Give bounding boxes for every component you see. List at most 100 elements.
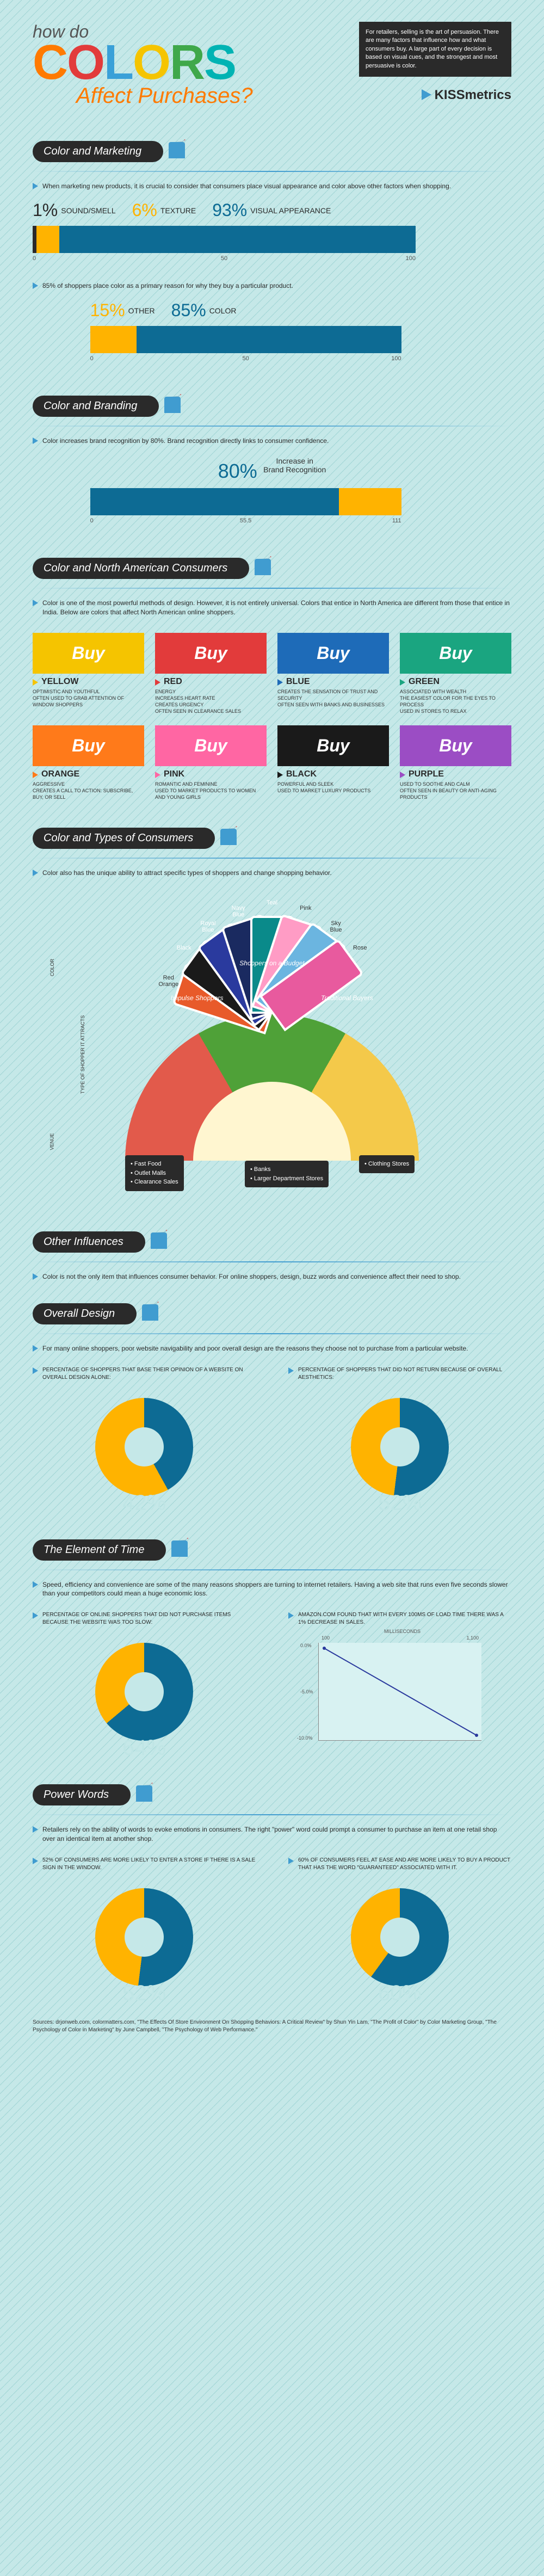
bar3-axis: 055.5111 xyxy=(90,517,401,525)
fan-chart: RedOrangeBlackRoyalBlueNavyBlueTealPinkS… xyxy=(65,899,479,1199)
arrow-icon xyxy=(33,1345,38,1352)
bar-segment xyxy=(59,226,416,253)
arrow-icon xyxy=(33,1581,38,1588)
arrow-icon xyxy=(288,1858,294,1864)
buy-box: Buy xyxy=(400,633,511,674)
divider xyxy=(33,1333,511,1334)
buy-box: Buy xyxy=(33,725,144,766)
donut-pct: 60% xyxy=(378,1981,422,2006)
shopper-type-label: Shoppers on a Budget xyxy=(239,959,304,967)
side-label: VENUE xyxy=(50,1133,55,1150)
infographic-root: how do COLORS Affect Purchases? For reta… xyxy=(0,0,544,2056)
pct-label: 1%SOUND/SMELL xyxy=(33,200,116,220)
divider xyxy=(33,1569,511,1570)
arrow-icon xyxy=(33,1273,38,1280)
bar-segment xyxy=(36,226,59,253)
desc-text: 85% of shoppers place color as a primary… xyxy=(42,281,293,291)
stat-pct: 80% xyxy=(218,460,257,482)
title-letter: R xyxy=(170,42,203,84)
venue-box: • Fast Food• Outlet Malls• Clearance Sal… xyxy=(125,1155,184,1191)
section-desc: Color also has the unique ability to att… xyxy=(33,866,511,883)
header-blurb: For retailers, selling is the art of per… xyxy=(359,22,511,77)
cart-icon: 🛒 xyxy=(256,556,270,569)
bar-segment xyxy=(90,488,339,515)
arrow-icon xyxy=(400,679,405,686)
desc-text: For many online shoppers, poor website n… xyxy=(42,1344,468,1353)
bar2-axis: 050100 xyxy=(90,355,401,363)
section-title: Color and Branding xyxy=(44,400,137,412)
color-name: RED xyxy=(155,677,267,687)
venue-box: • Banks• Larger Department Stores xyxy=(245,1161,329,1187)
color-cell: Buy PINK ROMANTIC AND FEMININEUSED TO MA… xyxy=(155,725,267,800)
color-name: BLACK xyxy=(277,769,389,779)
section-desc: Color increases brand recognition by 80%… xyxy=(33,434,511,451)
color-name: ORANGE xyxy=(33,769,144,779)
arrow-icon xyxy=(277,772,283,778)
bar-segment xyxy=(33,226,36,253)
cart-icon: 🛒 xyxy=(170,139,184,152)
color-cell: Buy YELLOW OPTIMISTIC AND YOUTHFULOFTEN … xyxy=(33,633,144,714)
pct-number: 15% xyxy=(90,300,125,321)
title-letter: O xyxy=(67,42,103,84)
desc-text: Color also has the unique ability to att… xyxy=(42,868,332,878)
color-desc: ENERGYINCREASES HEART RATECREATES URGENC… xyxy=(155,689,267,714)
design-donuts: PERCENTAGE OF SHOPPERS THAT BASE THEIR O… xyxy=(33,1364,511,1507)
title-left: how do COLORS Affect Purchases? xyxy=(33,22,337,108)
chart-col: AMAZON.COM FOUND THAT WITH EVERY 100MS O… xyxy=(288,1609,511,1752)
label-text: PERCENTAGE OF SHOPPERS THAT DID NOT RETU… xyxy=(298,1366,511,1382)
time-row: PERCENTAGE OF ONLINE SHOPPERS THAT DID N… xyxy=(33,1609,511,1752)
donut-label: 60% OF CONSUMERS FEEL AT EASE AND ARE MO… xyxy=(288,1854,511,1877)
arrow-icon xyxy=(288,1367,294,1374)
cart-icon: 🛒 xyxy=(138,1782,151,1796)
section-title: Color and Marketing xyxy=(44,145,141,157)
donut-label: 52% OF CONSUMERS ARE MORE LIKELY TO ENTE… xyxy=(33,1854,256,1877)
bar-segment xyxy=(339,488,401,515)
color-cell: Buy PURPLE USED TO SOOTHE AND CALMOFTEN … xyxy=(400,725,511,800)
section-header: Overall Design🛒 xyxy=(33,1303,137,1324)
stat-label: Increase in Brand Recognition xyxy=(263,457,326,474)
bar1 xyxy=(33,226,416,253)
pct-text: COLOR xyxy=(209,306,237,315)
color-cell: Buy BLACK POWERFUL AND SLEEKUSED TO MARK… xyxy=(277,725,389,800)
fan-label: Black xyxy=(177,945,191,951)
arrow-icon xyxy=(33,183,38,189)
fan-label: NavyBlue xyxy=(232,905,245,918)
bar-segment xyxy=(90,326,137,353)
desc-text: Color increases brand recognition by 80%… xyxy=(42,436,329,446)
section-header: The Element of Time🛒 xyxy=(33,1539,166,1561)
arrow-icon xyxy=(33,600,38,606)
bar3-wrap: 055.5111 xyxy=(33,488,511,525)
arrow-icon xyxy=(33,282,38,289)
section-header: Color and North American Consumers🛒 xyxy=(33,558,249,579)
bar1-wrap: 050100 xyxy=(33,226,511,263)
arrow-icon xyxy=(33,870,38,876)
arrow-icon xyxy=(155,679,160,686)
axis-tick: 111 xyxy=(392,517,401,524)
pct-text: VISUAL APPEARANCE xyxy=(250,206,331,215)
section-desc: Speed, efficiency and convenience are so… xyxy=(33,1578,511,1604)
brand-arrow-icon xyxy=(422,89,431,100)
cart-icon: 🛒 xyxy=(174,1537,187,1551)
axis-tick: 0 xyxy=(90,355,94,362)
donut-pct: 52% xyxy=(378,1491,422,1515)
buy-box: Buy xyxy=(277,633,389,674)
bar2 xyxy=(90,326,401,353)
desc-text: Speed, efficiency and convenience are so… xyxy=(42,1580,511,1599)
axis-tick: 0 xyxy=(90,517,94,524)
divider xyxy=(33,1814,511,1815)
color-desc: POWERFUL AND SLEEKUSED TO MARKET LUXURY … xyxy=(277,781,389,794)
axis-tick: 100 xyxy=(391,355,401,362)
donut-chart: 52% xyxy=(351,1398,449,1496)
title-letter: O xyxy=(133,42,169,84)
donut-chart: 60% xyxy=(351,1888,449,1986)
title-right: For retailers, selling is the art of per… xyxy=(359,22,511,103)
divider xyxy=(33,426,511,427)
line-svg xyxy=(319,1643,482,1741)
axis-tick: 0 xyxy=(33,255,36,262)
arrow-icon xyxy=(33,1612,38,1619)
color-name: BLUE xyxy=(277,677,389,687)
label-text: PERCENTAGE OF SHOPPERS THAT BASE THEIR O… xyxy=(42,1366,256,1382)
side-label: COLOR xyxy=(50,959,55,976)
bar-segment xyxy=(137,326,401,353)
brand-text: KISSmetrics xyxy=(435,88,511,102)
